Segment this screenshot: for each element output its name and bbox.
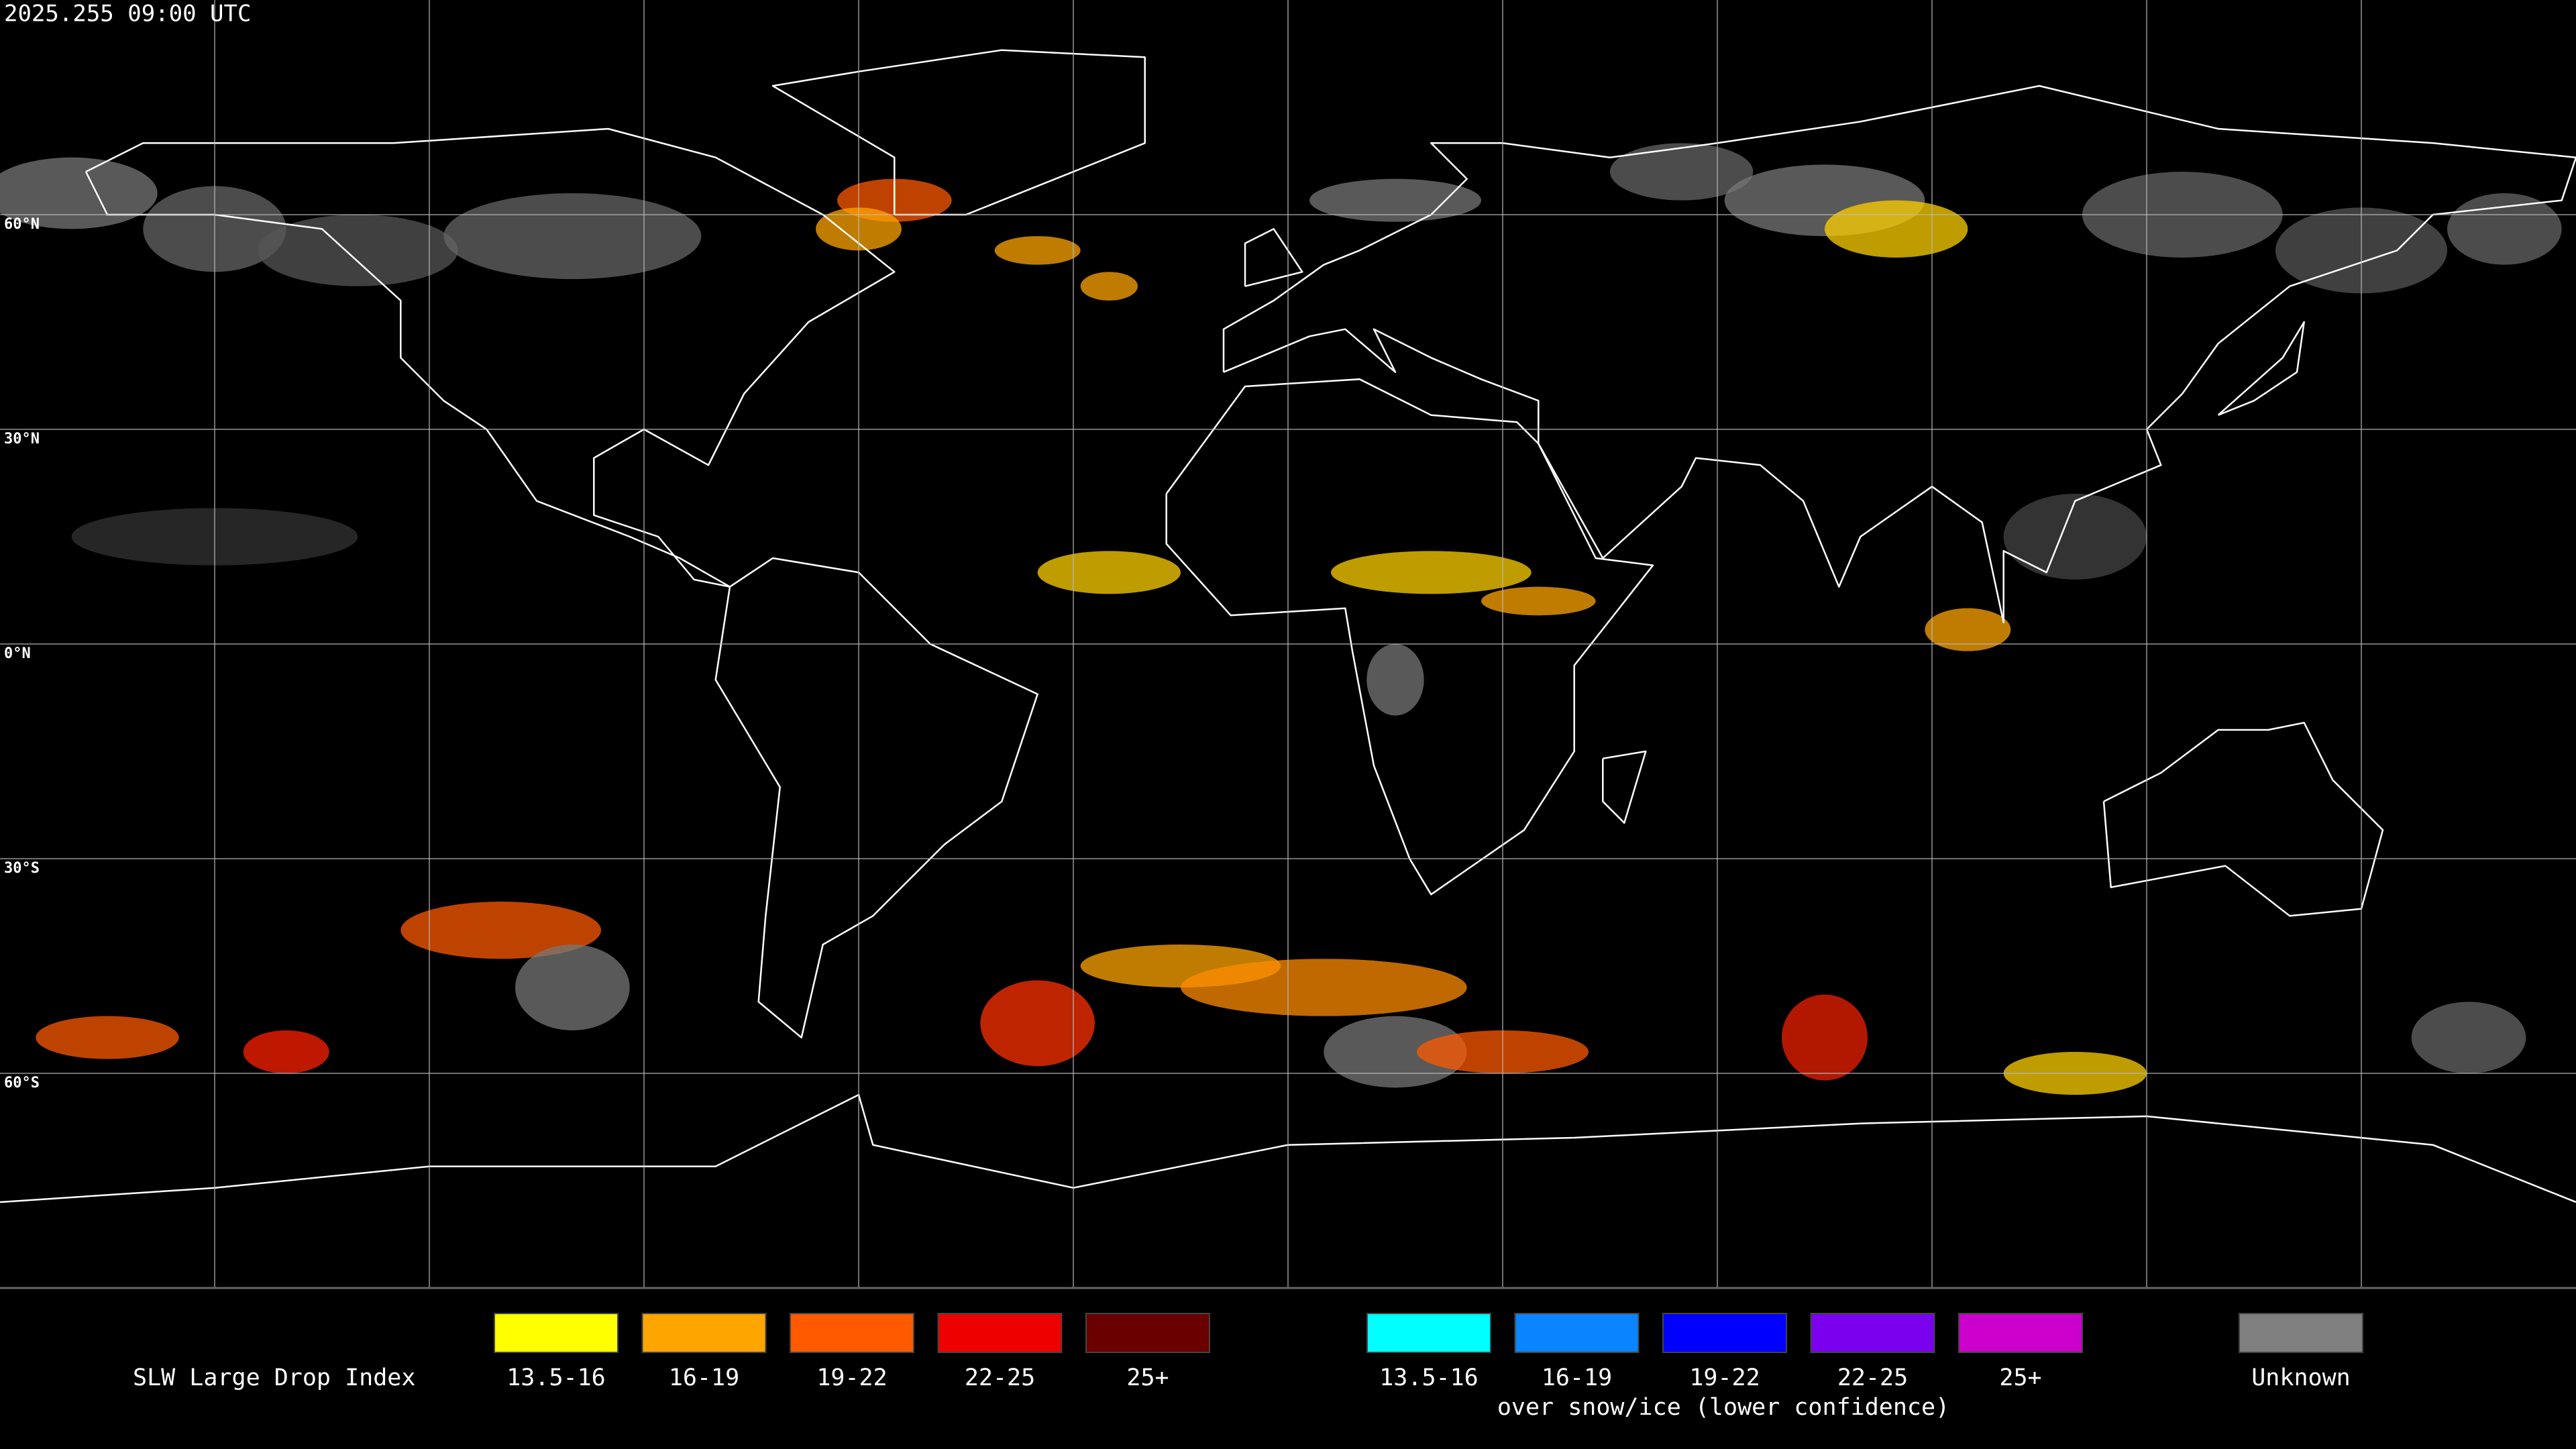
cloud-patch xyxy=(1782,994,1868,1081)
legend-swatch xyxy=(937,1313,1063,1353)
legend-label: 25+ xyxy=(1126,1364,1169,1391)
legend-swatch xyxy=(2239,1313,2363,1353)
legend-label: Unknown xyxy=(2251,1364,2351,1391)
latitude-label: 60°S xyxy=(4,1075,40,1091)
cloud-patch xyxy=(1080,272,1138,301)
legend-swatch xyxy=(1366,1313,1491,1353)
legend-label: 13.5-16 xyxy=(506,1364,606,1391)
cloud-patch xyxy=(2447,193,2562,265)
cloud-patch xyxy=(1324,1016,1467,1088)
coastline xyxy=(1222,85,2576,624)
legend-label: 13.5-16 xyxy=(1379,1364,1479,1391)
cloud-patch xyxy=(0,157,158,229)
legend-label: 19-22 xyxy=(816,1364,887,1391)
coastline xyxy=(2102,722,2384,917)
timestamp: 2025.255 09:00 UTC xyxy=(4,1,251,28)
legend-label: 16-19 xyxy=(669,1364,739,1391)
cloud-patch xyxy=(515,945,630,1030)
cloud-patch xyxy=(1366,644,1424,716)
graticule: 60°N 30°N 0°N 30°S 60°S xyxy=(0,0,2576,1288)
cloud-patch xyxy=(2003,494,2147,580)
latitude-label: 0°N xyxy=(4,645,31,662)
legend-swatch xyxy=(1085,1313,1210,1353)
cloud-patch xyxy=(243,1030,329,1073)
cloud-patch xyxy=(443,193,702,279)
cloud-patch xyxy=(1925,608,2011,651)
legend-swatch xyxy=(641,1313,767,1353)
cloud-patch xyxy=(2411,1002,2526,1073)
cloud-patch xyxy=(400,902,601,959)
cloud-patch xyxy=(1181,959,1467,1016)
cloud-patch xyxy=(994,236,1081,265)
legend-title: SLW Large Drop Index xyxy=(133,1364,415,1391)
latitude-label: 30°S xyxy=(4,860,40,877)
coastline xyxy=(2217,321,2305,416)
cloud-patch xyxy=(1825,200,1968,258)
legend-caption: over snow/ice (lower confidence) xyxy=(1497,1394,1949,1421)
cloud-patch xyxy=(36,1016,179,1059)
legend-swatch xyxy=(1514,1313,1640,1353)
legend-label: 16-19 xyxy=(1542,1364,1612,1391)
coastline xyxy=(85,127,896,588)
cloud-patch xyxy=(258,215,458,286)
legend-label: 22-25 xyxy=(965,1364,1035,1391)
legend-label: 25+ xyxy=(1999,1364,2041,1391)
coastline xyxy=(714,557,1038,1038)
cloud-patch xyxy=(1330,551,1532,594)
cloud-patch xyxy=(1037,551,1181,594)
coastline xyxy=(1602,750,1647,824)
latitude-label: 60°N xyxy=(4,216,40,233)
cloud-patch xyxy=(1309,178,1481,222)
coastline xyxy=(1244,228,1303,287)
legend-label: 19-22 xyxy=(1689,1364,1760,1391)
legend-label: 22-25 xyxy=(1837,1364,1908,1391)
legend-swatch xyxy=(1958,1313,2083,1353)
legend-swatch xyxy=(790,1313,914,1353)
cloud-patch xyxy=(1481,586,1596,616)
legend-swatch xyxy=(1810,1313,1935,1353)
cloud-patch xyxy=(980,980,1095,1067)
coastline xyxy=(1165,378,1654,896)
legend: SLW Large Drop Index 13.5-16 16-19 19-22 22-… xyxy=(133,1313,2363,1421)
legend-swatch xyxy=(494,1313,619,1353)
legend-swatch xyxy=(1662,1313,1787,1353)
coastline xyxy=(771,49,1146,216)
latitude-label: 30°N xyxy=(4,431,40,447)
